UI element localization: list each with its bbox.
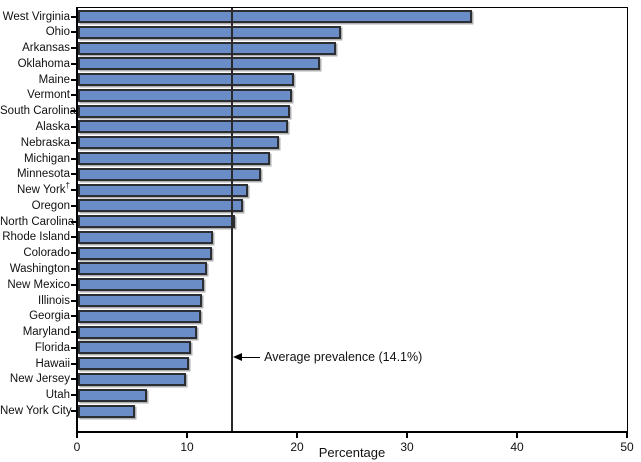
y-axis-label: Oregon [31,199,70,212]
y-axis-label: Colorado [23,247,70,260]
bar [78,294,203,308]
bar [78,246,213,260]
x-axis-tick [516,433,518,438]
x-axis-tick-label: 30 [400,440,414,454]
y-axis-tick [71,283,78,286]
y-axis-tick [71,15,78,18]
y-axis-tick [71,362,78,365]
y-axis-label: Minnesota [16,168,70,181]
y-axis-tick [71,394,78,397]
y-axis-label: Oklahoma [17,57,70,70]
x-axis-tick [76,433,78,438]
bar [78,262,207,276]
y-axis-label: Washington [9,262,70,275]
y-axis-tick [71,267,78,270]
bar [78,230,214,244]
y-axis-tick [71,78,78,81]
bar [78,309,202,323]
dagger-footnote-marker: † [65,181,70,191]
bar [78,104,291,118]
bar [78,167,261,181]
bar [78,404,136,418]
annotation-arrow-shaft [241,356,261,358]
y-axis-tick [71,141,78,144]
y-axis-label: Hawaii [35,357,70,370]
y-axis-tick [71,62,78,65]
bar [78,199,244,213]
x-axis-title: Percentage [318,445,386,460]
y-axis-label: North Carolina [0,215,75,228]
x-axis-tick-label: 50 [620,440,634,454]
average-prevalence-line [231,8,233,431]
y-axis-label: Nebraska [20,136,70,149]
y-axis-tick [71,173,78,176]
y-axis-tick [71,47,78,50]
bar [78,341,192,355]
y-axis-label: New York† [16,181,70,197]
y-axis-tick [71,157,78,160]
y-axis-label: Maryland [22,326,70,339]
bar [78,25,341,39]
y-axis-label: Rhode Island [2,231,70,244]
x-axis-tick-label: 0 [73,440,81,454]
bar [78,388,148,402]
y-axis-tick [71,236,78,239]
y-axis-tick [71,220,78,223]
y-axis-label: Vermont [27,89,70,102]
y-axis-tick [71,315,78,318]
y-axis-label: Alaska [35,120,70,133]
bar [78,215,236,229]
y-axis-label: Georgia [29,310,70,323]
y-axis-tick [71,94,78,97]
x-axis-tick-label: 10 [180,440,194,454]
y-axis-label: Arkansas [22,42,70,55]
x-axis-tick [296,433,298,438]
y-axis-tick [71,125,78,128]
y-axis-tick [71,204,78,207]
y-axis-label: New York City [0,405,72,417]
x-axis-tick [186,433,188,438]
annotation-label: Average prevalence (14.1%) [264,350,423,364]
y-axis-label: New Mexico [7,278,70,291]
y-axis-tick [71,378,78,381]
y-axis-tick [71,31,78,34]
x-axis-tick [406,433,408,438]
bar [78,73,294,87]
bar [78,325,197,339]
y-axis-label: South Carolina [0,105,77,118]
y-axis-label: Michigan [23,152,70,165]
bar [78,372,186,386]
bar [78,136,280,150]
x-axis-tick-label: 40 [510,440,524,454]
y-axis-tick [71,346,78,349]
y-axis-label: Florida [34,341,70,354]
y-axis-label: Utah [45,389,70,402]
y-axis-label: Illinois [38,294,70,307]
y-axis-tick [71,331,78,334]
bar [78,41,336,55]
bar [78,278,204,292]
y-axis-label: Ohio [45,26,70,39]
bar [78,88,292,102]
y-axis-label: New Jersey [9,373,70,386]
annotation-arrow-head [233,353,243,361]
x-axis-tick [626,433,628,438]
bar [78,152,270,166]
bar [78,120,289,134]
x-axis-tick-label: 20 [290,440,304,454]
y-axis-tick [71,410,78,412]
bar [78,10,472,23]
bar [78,357,190,371]
y-axis-label: West Virginia [2,10,70,23]
bar [78,57,321,71]
y-axis-tick [71,252,78,255]
y-axis-tick [71,110,78,113]
y-axis-tick [71,189,78,192]
y-axis-tick [71,299,78,302]
bar [78,183,248,197]
y-axis-label: Maine [38,73,70,86]
